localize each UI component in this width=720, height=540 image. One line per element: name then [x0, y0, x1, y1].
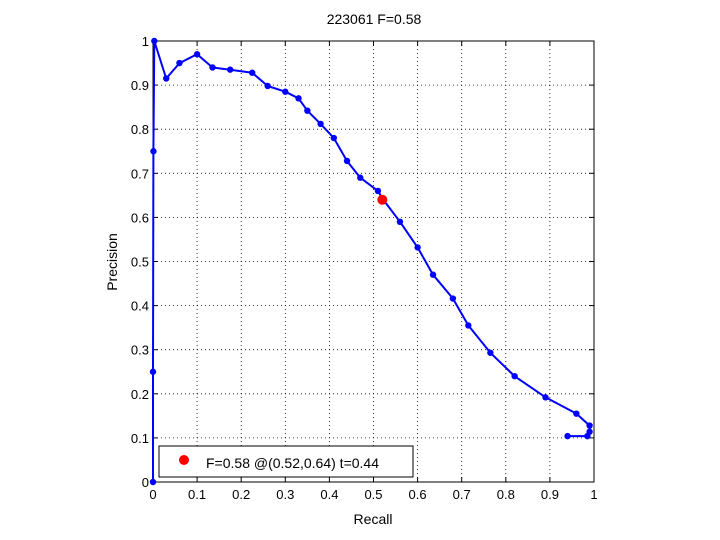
- x-tick-label: 0.5: [364, 487, 382, 502]
- data-point: [374, 187, 382, 195]
- data-point: [564, 432, 571, 440]
- best-f-point: [377, 194, 388, 205]
- data-point: [282, 88, 289, 95]
- x-tick-label: 0.2: [232, 487, 250, 502]
- data-point: [573, 410, 580, 417]
- data-point: [151, 37, 158, 45]
- data-point: [149, 478, 157, 486]
- data-point: [542, 394, 549, 401]
- data-point: [343, 157, 351, 165]
- chart-title: 223061 F=0.58: [327, 11, 422, 27]
- legend-label: F=0.58 @(0.52,0.64) t=0.44: [206, 455, 379, 471]
- data-point: [487, 349, 494, 356]
- data-point: [330, 134, 338, 142]
- y-tick-label: 0.7: [131, 166, 149, 181]
- x-tick-label: 0: [149, 487, 156, 502]
- x-axis-label: Recall: [354, 511, 393, 527]
- data-point: [295, 95, 302, 102]
- data-point: [317, 120, 324, 128]
- data-point: [584, 432, 591, 440]
- x-tick-label: 0.4: [320, 487, 338, 502]
- data-point: [163, 75, 170, 82]
- data-point: [150, 148, 157, 155]
- legend: F=0.58 @(0.52,0.64) t=0.44: [158, 445, 414, 478]
- data-point: [176, 59, 183, 67]
- best-point-group: [377, 194, 388, 205]
- data-point: [586, 422, 593, 429]
- data-point: [465, 322, 472, 329]
- grid-lines: [153, 41, 594, 482]
- x-tick-label: 0.1: [188, 487, 206, 502]
- x-tick-label: 0.8: [497, 487, 515, 502]
- y-tick-label: 0.3: [131, 343, 149, 358]
- data-point: [429, 271, 437, 278]
- y-tick-label: 0.8: [131, 122, 149, 137]
- data-point: [357, 174, 364, 181]
- x-tick-label: 0.9: [541, 487, 559, 502]
- y-tick-label: 0.1: [131, 431, 149, 446]
- data-point: [264, 82, 271, 90]
- data-point: [209, 64, 216, 71]
- y-tick-label: 0.9: [131, 78, 149, 93]
- y-tick-label: 0.5: [131, 255, 149, 270]
- data-point: [226, 66, 234, 73]
- axis-ticks: 0 0.1 0.2 0.3 0.4 0.5 0.6 0.7 0.8 0.9 1 0 0.1 0.2 0.3 0…: [131, 34, 598, 502]
- data-point: [149, 368, 157, 375]
- y-tick-label: 1: [142, 34, 149, 49]
- data-point: [449, 295, 457, 302]
- y-tick-label: 0.6: [131, 210, 149, 225]
- data-point: [414, 244, 421, 251]
- data-point: [304, 107, 311, 114]
- legend-box: [158, 445, 414, 478]
- data-point: [511, 372, 518, 380]
- x-tick-label: 0.7: [453, 487, 471, 502]
- series-group: [149, 37, 593, 486]
- legend-marker: [179, 455, 189, 465]
- data-point: [193, 51, 201, 58]
- data-point: [396, 218, 404, 226]
- y-tick-label: 0: [142, 475, 149, 490]
- data-point: [249, 69, 256, 76]
- y-axis-label: Precision: [104, 233, 120, 291]
- y-tick-label: 0.4: [131, 299, 149, 314]
- x-tick-label: 1: [590, 487, 597, 502]
- x-tick-label: 0.3: [276, 487, 294, 502]
- x-tick-label: 0.6: [409, 487, 427, 502]
- y-tick-label: 0.2: [131, 387, 149, 402]
